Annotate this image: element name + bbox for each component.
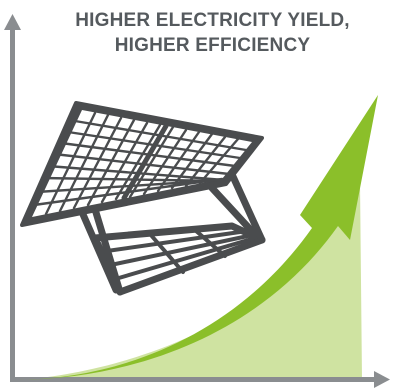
solar-panel-icon bbox=[22, 103, 262, 292]
headline-line-1: HIGHER ELECTRICITY YIELD, bbox=[40, 8, 385, 33]
x-axis bbox=[10, 377, 378, 382]
headline: HIGHER ELECTRICITY YIELD, HIGHER EFFICIE… bbox=[40, 8, 385, 58]
headline-line-2: HIGHER EFFICIENCY bbox=[40, 33, 385, 58]
y-axis bbox=[10, 28, 15, 382]
y-axis-arrowhead bbox=[4, 14, 21, 30]
x-axis-arrowhead bbox=[374, 371, 390, 388]
